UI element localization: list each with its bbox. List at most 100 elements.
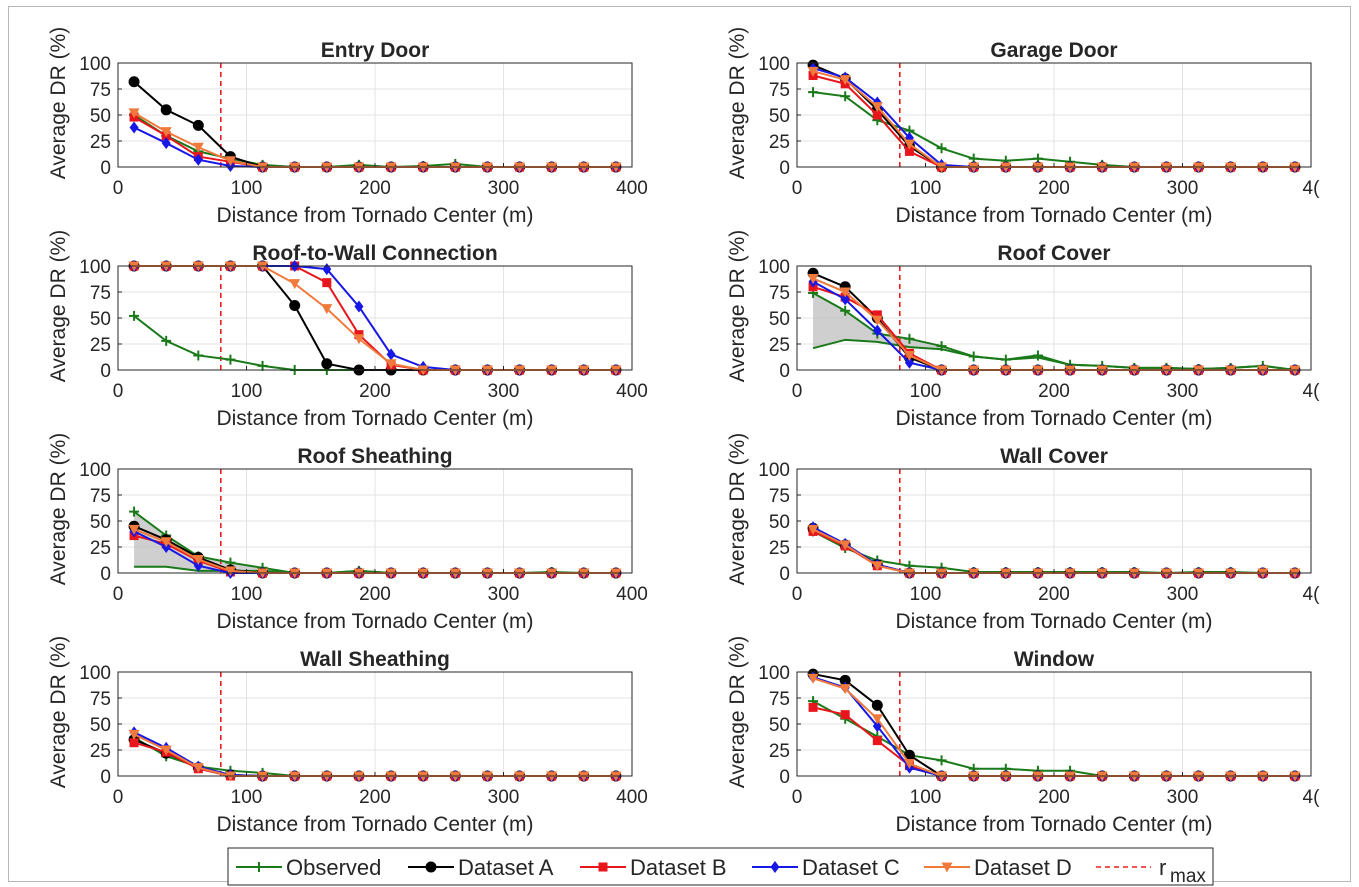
legend-label: Observed [286, 855, 381, 880]
y-tick-label: 100 [79, 54, 111, 75]
data-point [1032, 350, 1043, 361]
x-tick-label: 200 [1038, 178, 1070, 199]
data-point [289, 300, 301, 312]
legend-item-observed: Observed [236, 855, 381, 880]
y-tick-label: 100 [758, 257, 790, 278]
x-tick-label: 200 [359, 787, 391, 808]
y-tick-label: 100 [79, 257, 111, 278]
y-tick-label: 50 [769, 512, 790, 533]
y-axis-label: Average DR (%) [47, 27, 70, 180]
x-tick-label: 0 [792, 381, 803, 402]
y-tick-label: 0 [779, 158, 790, 179]
y-tick-label: 0 [100, 767, 111, 788]
data-point [871, 561, 883, 572]
y-axis-label: Average DR (%) [726, 230, 749, 383]
legend-label: Dataset B [630, 855, 727, 880]
legend-label: Dataset D [974, 855, 1072, 880]
uncertainty-band [134, 511, 616, 573]
data-point [872, 324, 882, 337]
data-point [129, 506, 140, 517]
data-point [257, 360, 268, 371]
x-tick-label: 300 [1167, 584, 1199, 605]
y-tick-label: 25 [90, 538, 111, 559]
x-tick-label: 300 [488, 381, 520, 402]
panel-wall-cover: 0 100 200 300 4(0 25 50 75 100 Wall Cover Distance… [726, 433, 1320, 633]
y-tick-label: 0 [779, 564, 790, 585]
legend-box [227, 847, 1214, 886]
x-tick-label: 300 [1167, 178, 1199, 199]
data-point [936, 143, 947, 154]
data-point [904, 333, 915, 344]
data-point [872, 310, 882, 320]
data-point [936, 341, 947, 352]
y-tick-label: 75 [769, 80, 790, 101]
legend-item-dataset-c: Dataset C [752, 855, 900, 880]
x-tick-label: 4( [1303, 178, 1321, 199]
data-point [129, 121, 139, 134]
y-tick-label: 0 [779, 361, 790, 382]
x-tick-label: 0 [113, 584, 124, 605]
x-tick-label: 100 [910, 178, 942, 199]
x-tick-label: 0 [792, 787, 803, 808]
y-tick-label: 75 [90, 486, 111, 507]
panel-entry-door: 0 100 200 300 400 0 25 50 75 100 Entry Door Distanc… [47, 27, 648, 227]
x-axis-label: Distance from Tornado Center (m) [216, 813, 533, 836]
legend-marker [254, 862, 264, 872]
data-point [354, 300, 364, 313]
legend-label-subscript: max [1170, 866, 1206, 887]
data-point [872, 110, 882, 120]
y-tick-label: 25 [90, 335, 111, 356]
panel-wall-sheathing: 0 100 200 300 400 0 25 50 75 100 Wall Sheathing Dis… [47, 636, 648, 836]
y-tick-label: 50 [769, 106, 790, 127]
data-point [385, 359, 397, 370]
panel-title: Entry Door [321, 39, 430, 62]
x-tick-label: 100 [910, 584, 942, 605]
data-point [161, 335, 172, 346]
y-axis-label: Average DR (%) [47, 636, 70, 789]
data-point [807, 673, 819, 684]
legend-marker [425, 861, 437, 873]
data-point [871, 699, 883, 711]
x-tick-label: 200 [1038, 787, 1070, 808]
data-point [192, 763, 204, 774]
legend-item-rmax: r max [1096, 855, 1206, 887]
y-tick-label: 25 [769, 132, 790, 153]
data-point [353, 334, 365, 345]
y-axis-label: Average DR (%) [726, 27, 749, 180]
y-tick-label: 50 [769, 715, 790, 736]
panel-roof-cover: 0 100 200 300 4(0 25 50 75 100 Roof Cover Distance… [726, 230, 1320, 430]
panel-title: Roof-to-Wall Connection [252, 242, 497, 265]
y-tick-label: 0 [100, 361, 111, 382]
data-point [1000, 354, 1011, 365]
data-point [903, 139, 915, 150]
data-point [193, 153, 203, 166]
data-point [840, 293, 850, 306]
x-tick-label: 200 [1038, 584, 1070, 605]
data-point [808, 87, 819, 98]
panel-title: Roof Cover [997, 242, 1110, 265]
y-tick-label: 75 [769, 486, 790, 507]
x-tick-label: 4( [1303, 787, 1321, 808]
data-point [161, 137, 171, 150]
data-point [192, 142, 204, 153]
x-tick-label: 200 [359, 178, 391, 199]
y-tick-label: 75 [769, 283, 790, 304]
y-tick-label: 50 [90, 512, 111, 533]
y-axis-label: Average DR (%) [47, 230, 70, 383]
data-point [224, 566, 236, 577]
x-tick-label: 100 [910, 787, 942, 808]
panel-title: Window [1014, 648, 1095, 671]
y-tick-label: 25 [769, 741, 790, 762]
x-tick-label: 100 [231, 178, 263, 199]
data-point [904, 146, 914, 156]
panel-roof-to-wall-connection: 0 100 200 300 400 0 25 50 75 100 Roof-to-Wall Conn… [47, 230, 648, 430]
data-point [840, 305, 851, 316]
x-tick-label: 400 [616, 381, 648, 402]
data-point [160, 745, 172, 756]
data-point [160, 104, 172, 116]
x-axis-label: Distance from Tornado Center (m) [895, 610, 1212, 633]
x-axis-label: Distance from Tornado Center (m) [895, 813, 1212, 836]
data-point [289, 279, 301, 290]
y-tick-label: 0 [779, 767, 790, 788]
